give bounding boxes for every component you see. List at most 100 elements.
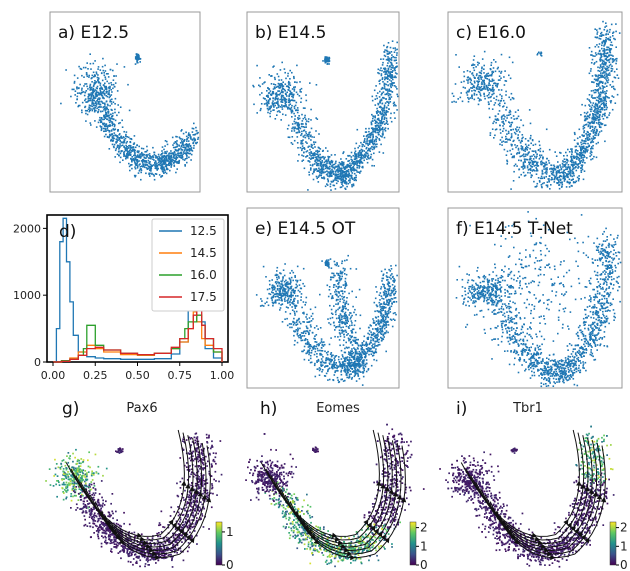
- scatter-point: [142, 165, 144, 168]
- scatter-point: [591, 81, 593, 83]
- scatter-point: [602, 20, 604, 23]
- scatter-point: [575, 145, 578, 148]
- scatter-point: [394, 75, 396, 78]
- scatter-point: [374, 128, 376, 130]
- scatter-point: [389, 294, 391, 297]
- scatter-point: [379, 292, 382, 294]
- scatter-point: [267, 96, 269, 98]
- scatter-point: [83, 85, 85, 87]
- scatter-point: [317, 358, 320, 361]
- scatter-point: [280, 96, 283, 99]
- scatter-point: [311, 164, 314, 167]
- scatter-point: [111, 91, 113, 93]
- scatter-point: [390, 74, 393, 76]
- scatter-point: [294, 127, 296, 130]
- scatter-point: [104, 64, 106, 67]
- scatter-point: [325, 166, 328, 168]
- scatter-point: [92, 104, 95, 107]
- scatter-point: [546, 163, 548, 166]
- scatter-point: [146, 149, 149, 152]
- scatter-point: [182, 151, 185, 153]
- scatter-point: [387, 111, 389, 113]
- scatter-point: [96, 107, 98, 109]
- scatter-point: [384, 76, 386, 78]
- scatter-point: [103, 135, 106, 138]
- scatter-point: [169, 160, 171, 162]
- scatter-point: [287, 106, 290, 109]
- scatter-point: [520, 155, 523, 157]
- scatter-point: [600, 80, 602, 83]
- scatter-point: [590, 96, 593, 98]
- scatter-point: [114, 119, 117, 122]
- scatter-point: [295, 109, 298, 111]
- scatter-point: [328, 56, 330, 59]
- scatter-point: [357, 338, 359, 341]
- scatter-point: [92, 75, 95, 78]
- scatter-point: [335, 175, 338, 177]
- scatter-point: [168, 156, 170, 158]
- scatter-point: [277, 104, 280, 107]
- scatter-point: [601, 67, 604, 70]
- scatter-point: [387, 101, 390, 104]
- scatter-point: [368, 142, 371, 145]
- scatter-point: [186, 145, 188, 148]
- scatter-point: [581, 167, 583, 169]
- scatter-point: [601, 98, 603, 101]
- scatter-point: [503, 118, 505, 120]
- scatter-point: [252, 84, 254, 87]
- scatter-point: [267, 94, 269, 97]
- scatter-point: [599, 38, 602, 40]
- scatter-point: [354, 147, 356, 150]
- scatter-point: [497, 113, 500, 115]
- scatter-point: [119, 106, 122, 108]
- scatter-point: [389, 318, 392, 321]
- scatter-point: [277, 281, 279, 283]
- scatter-point: [334, 335, 336, 338]
- scatter-point: [594, 52, 597, 54]
- scatter-point: [128, 162, 130, 165]
- scatter-point: [184, 165, 186, 167]
- scatter-point: [118, 148, 120, 150]
- scatter-point: [577, 163, 579, 166]
- scatter-point: [114, 128, 117, 130]
- scatter-point: [74, 94, 76, 96]
- scatter-point: [604, 67, 606, 70]
- scatter-point: [478, 86, 480, 88]
- scatter-point: [477, 88, 479, 90]
- scatter-point: [377, 102, 379, 105]
- scatter-point: [287, 81, 290, 84]
- scatter-point: [318, 170, 320, 173]
- scatter-point: [395, 59, 397, 61]
- scatter-point: [344, 284, 346, 286]
- scatter-point: [474, 81, 476, 84]
- scatter-point: [358, 350, 361, 353]
- scatter-point: [105, 108, 107, 111]
- scatter-point: [336, 166, 339, 168]
- scatter-point: [325, 163, 327, 166]
- scatter-point: [113, 125, 116, 128]
- scatter-point: [369, 157, 372, 159]
- scatter-point: [196, 141, 198, 144]
- scatter-point: [505, 94, 507, 96]
- scatter-point: [378, 72, 380, 75]
- scatter-point: [357, 160, 359, 162]
- scatter-point: [539, 156, 542, 158]
- scatter-point: [197, 138, 199, 140]
- scatter-point: [112, 79, 115, 81]
- scatter-point: [373, 89, 376, 92]
- scatter-point: [268, 102, 270, 105]
- scatter-point: [382, 96, 385, 99]
- scatter-point: [160, 157, 162, 160]
- scatter-point: [309, 135, 312, 138]
- scatter-point: [308, 171, 310, 174]
- scatter-point: [86, 85, 88, 88]
- scatter-point: [590, 154, 593, 156]
- scatter-point: [315, 156, 317, 159]
- scatter-point: [380, 122, 382, 124]
- scatter-point: [313, 143, 315, 146]
- scatter-point: [500, 116, 503, 119]
- scatter-point: [590, 110, 592, 113]
- scatter-point: [323, 164, 325, 166]
- scatter-point: [542, 156, 544, 158]
- scatter-point: [494, 82, 497, 85]
